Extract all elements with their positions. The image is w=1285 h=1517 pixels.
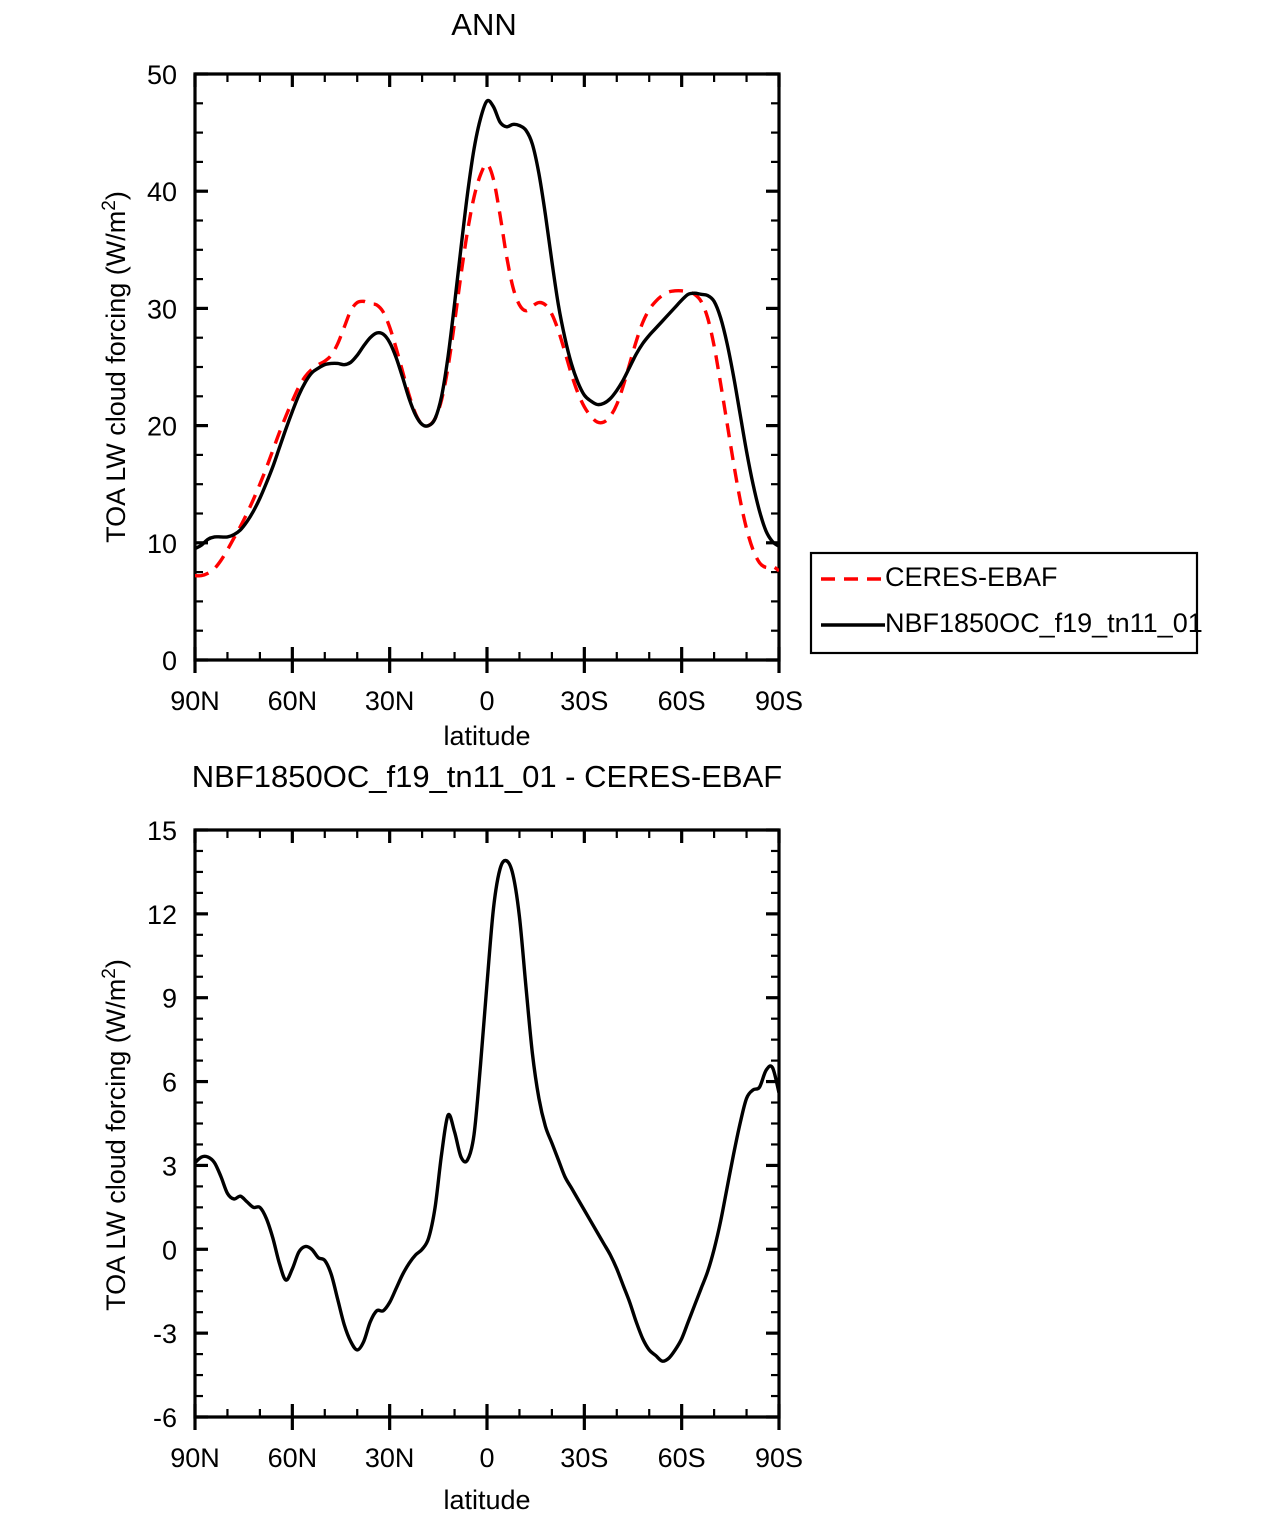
- chart-panel-difference: NBF1850OC_f19_tn11_01 - CERES-EBAF TOA L…: [0, 757, 1285, 1517]
- bottom-chart-title: NBF1850OC_f19_tn11_01 - CERES-EBAF: [192, 759, 782, 794]
- bottom-y-axis-title-sup: 2: [99, 968, 120, 979]
- top-y-axis-title-text: TOA LW cloud forcing (W/m: [101, 211, 131, 543]
- x-axis-tick-label: 0: [479, 1443, 494, 1473]
- x-axis-tick-label: 90S: [755, 686, 803, 716]
- series-group: [195, 98, 779, 578]
- top-chart-title: ANN: [451, 7, 516, 42]
- bottom-x-axis-title: latitude: [443, 1485, 530, 1515]
- y-axis-tick-label: 6: [162, 1068, 177, 1098]
- top-plot-area: 0 10 20 30 40 50 90N 60N 30N 0 30S 60S 90S: [147, 60, 803, 716]
- zonal-mean-plot: ANN TOA LW cloud forcing (W/m2) 01020304…: [99, 7, 1203, 751]
- y-axis-tick-label: 15: [147, 816, 177, 846]
- x-axis-tick-label: 90S: [755, 1443, 803, 1473]
- svg-text:TOA LW cloud forcing (W/m2): TOA LW cloud forcing (W/m2): [99, 191, 131, 543]
- x-axis-tick-label: 90N: [170, 1443, 220, 1473]
- bottom-y-axis-title: TOA LW cloud forcing (W/m2): [99, 959, 131, 1311]
- top-y-axis-title-sup: 2: [99, 200, 120, 211]
- y-axis-tick-label: 0: [162, 646, 177, 676]
- difference-plot: NBF1850OC_f19_tn11_01 - CERES-EBAF TOA L…: [99, 759, 803, 1515]
- bottom-y-axis-title-text: TOA LW cloud forcing (W/m: [101, 979, 131, 1311]
- svg-text:TOA LW cloud forcing (W/m2): TOA LW cloud forcing (W/m2): [99, 959, 131, 1311]
- y-axis-tick-label: 40: [147, 177, 177, 207]
- top-x-axis-title: latitude: [443, 721, 530, 751]
- x-axis-tick-label: 0: [479, 686, 494, 716]
- legend-label: NBF1850OC_f19_tn11_01: [885, 608, 1203, 638]
- x-axis-tick-label: 60N: [268, 1443, 318, 1473]
- x-axis-tick-label: 30N: [365, 686, 415, 716]
- x-axis-tick-label: 90N: [170, 686, 220, 716]
- series-line: [195, 162, 779, 578]
- x-axis-tick-label: 60S: [658, 1443, 706, 1473]
- x-axis-tick-label: 30N: [365, 1443, 415, 1473]
- y-axis-tick-label: 12: [147, 900, 177, 930]
- y-axis-tick-label: -3: [153, 1319, 177, 1349]
- y-axis-tick-label: 0: [162, 1235, 177, 1265]
- legend-label: CERES-EBAF: [885, 562, 1058, 592]
- y-axis-tick-label: 30: [147, 294, 177, 324]
- y-axis-tick-label: 9: [162, 984, 177, 1014]
- series-line: [195, 858, 779, 1363]
- top-y-axis-title: TOA LW cloud forcing (W/m2): [99, 191, 131, 543]
- series-line: [195, 98, 779, 551]
- legend[interactable]: CERES-EBAF NBF1850OC_f19_tn11_01: [809, 551, 1203, 655]
- series-group: [195, 858, 779, 1363]
- bottom-y-axis-title-tail: ): [101, 959, 131, 968]
- y-axis-tick-label: 10: [147, 529, 177, 559]
- y-axis-tick-label: -6: [153, 1403, 177, 1433]
- chart-panel-zonal-mean: ANN TOA LW cloud forcing (W/m2) 0 10 20 30 4…: [99, 7, 1203, 751]
- y-axis-tick-label: 3: [162, 1151, 177, 1181]
- x-axis-tick-label: 60S: [658, 686, 706, 716]
- bottom-plot-area: -6 -3 0 3 6 9 12 15 90N 60N 30N 0 30S 60S 90S: [147, 816, 803, 1473]
- x-axis-tick-label: 30S: [560, 686, 608, 716]
- x-axis-tick-label: 30S: [560, 1443, 608, 1473]
- top-y-axis-title-tail: ): [101, 191, 131, 200]
- y-axis-tick-label: 20: [147, 412, 177, 442]
- x-axis-tick-label: 60N: [268, 686, 318, 716]
- y-axis-tick-label: 50: [147, 60, 177, 90]
